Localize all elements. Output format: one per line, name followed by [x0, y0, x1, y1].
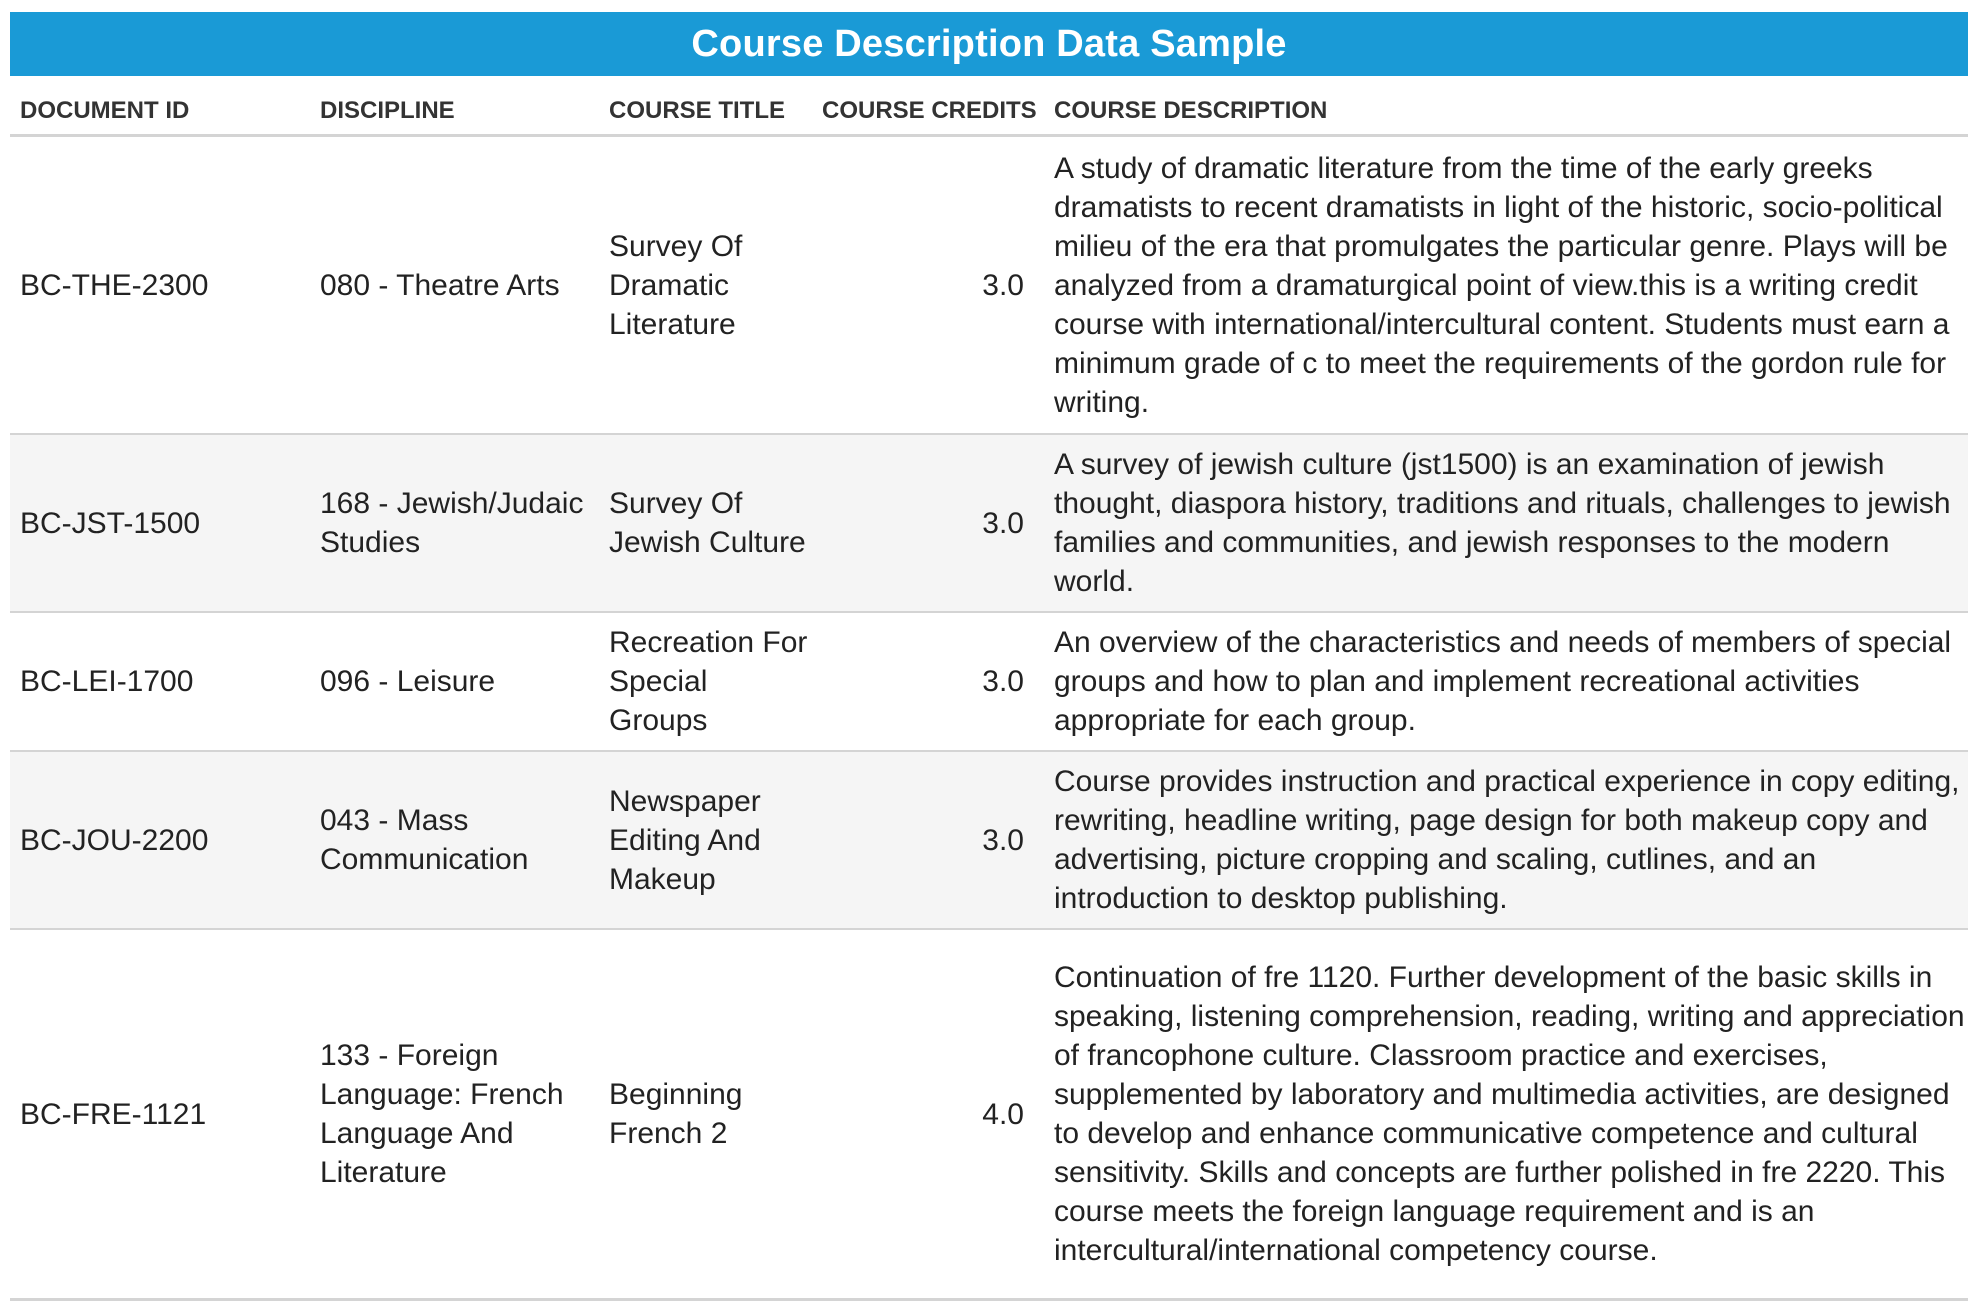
- table-row: BC-JST-1500 168 - Jewish/Judaic Studies …: [10, 434, 1968, 613]
- table-row: BC-LEI-1700 096 - Leisure Recreation For…: [10, 612, 1968, 752]
- column-header-course-description: COURSE DESCRIPTION: [1044, 88, 1968, 137]
- course-credits-cell: 3.0: [812, 751, 1044, 930]
- column-header-discipline: DISCIPLINE: [310, 88, 599, 137]
- course-description-cell: A study of dramatic literature from the …: [1044, 135, 1968, 435]
- course-description-cell: Course provides instruction and practica…: [1044, 751, 1968, 930]
- course-credits-cell: 3.0: [812, 434, 1044, 613]
- discipline-cell: 096 - Leisure: [310, 612, 599, 752]
- course-credits-cell: 4.0: [812, 929, 1044, 1301]
- course-table: DOCUMENT ID DISCIPLINE COURSE TITLE COUR…: [10, 88, 1968, 1301]
- course-credits-cell: 3.0: [812, 135, 1044, 435]
- discipline-cell: 168 - Jewish/Judaic Studies: [310, 434, 599, 613]
- table-body: BC-THE-2300 080 - Theatre Arts Survey Of…: [10, 135, 1968, 1301]
- course-credits-cell: 3.0: [812, 612, 1044, 752]
- course-title-cell: Recreation For Special Groups: [599, 612, 812, 752]
- page-title: Course Description Data Sample: [10, 12, 1968, 76]
- course-title-cell: Newspaper Editing And Makeup: [599, 751, 812, 930]
- document-id-cell: BC-FRE-1121: [10, 929, 310, 1301]
- column-header-course-title: COURSE TITLE: [599, 88, 812, 137]
- course-description-cell: A survey of jewish culture (jst1500) is …: [1044, 434, 1968, 613]
- column-header-document-id: DOCUMENT ID: [10, 88, 310, 137]
- table-row: BC-THE-2300 080 - Theatre Arts Survey Of…: [10, 135, 1968, 435]
- table-header: DOCUMENT ID DISCIPLINE COURSE TITLE COUR…: [10, 88, 1968, 137]
- column-header-course-credits: COURSE CREDITS: [812, 88, 1044, 137]
- document-id-cell: BC-JOU-2200: [10, 751, 310, 930]
- discipline-cell: 080 - Theatre Arts: [310, 135, 599, 435]
- course-title-cell: Survey Of Jewish Culture: [599, 434, 812, 613]
- document-id-cell: BC-LEI-1700: [10, 612, 310, 752]
- course-description-cell: Continuation of fre 1120. Further develo…: [1044, 929, 1968, 1301]
- discipline-cell: 043 - Mass Communication: [310, 751, 599, 930]
- table-row: BC-JOU-2200 043 - Mass Communication New…: [10, 751, 1968, 930]
- table-row: BC-FRE-1121 133 - Foreign Language: Fren…: [10, 929, 1968, 1301]
- header-row: DOCUMENT ID DISCIPLINE COURSE TITLE COUR…: [10, 88, 1968, 137]
- document-id-cell: BC-JST-1500: [10, 434, 310, 613]
- document-id-cell: BC-THE-2300: [10, 135, 310, 435]
- course-title-cell: Survey Of Dramatic Literature: [599, 135, 812, 435]
- discipline-cell: 133 - Foreign Language: French Language …: [310, 929, 599, 1301]
- course-description-cell: An overview of the characteristics and n…: [1044, 612, 1968, 752]
- course-title-cell: Beginning French 2: [599, 929, 812, 1301]
